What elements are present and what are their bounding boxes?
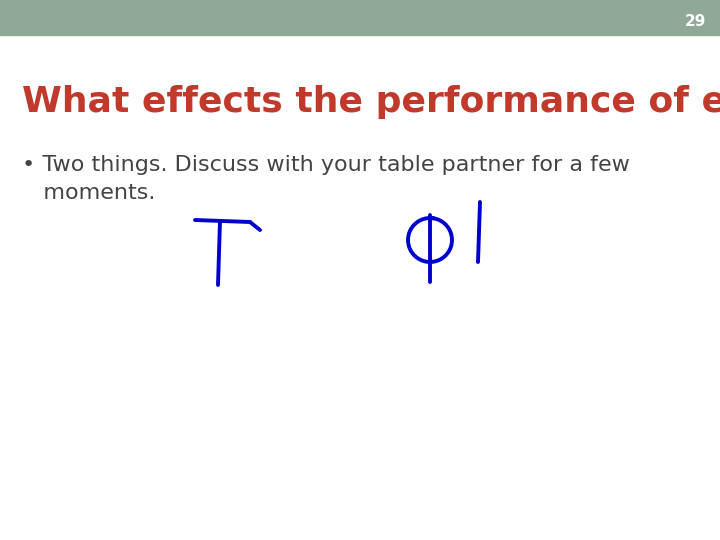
Text: • Two things. Discuss with your table partner for a few
   moments.: • Two things. Discuss with your table pa… [22, 155, 630, 203]
Text: 29: 29 [684, 14, 706, 29]
Bar [0, 0, 720, 35]
Text: What effects the performance of enzymes?: What effects the performance of enzymes? [22, 85, 720, 119]
